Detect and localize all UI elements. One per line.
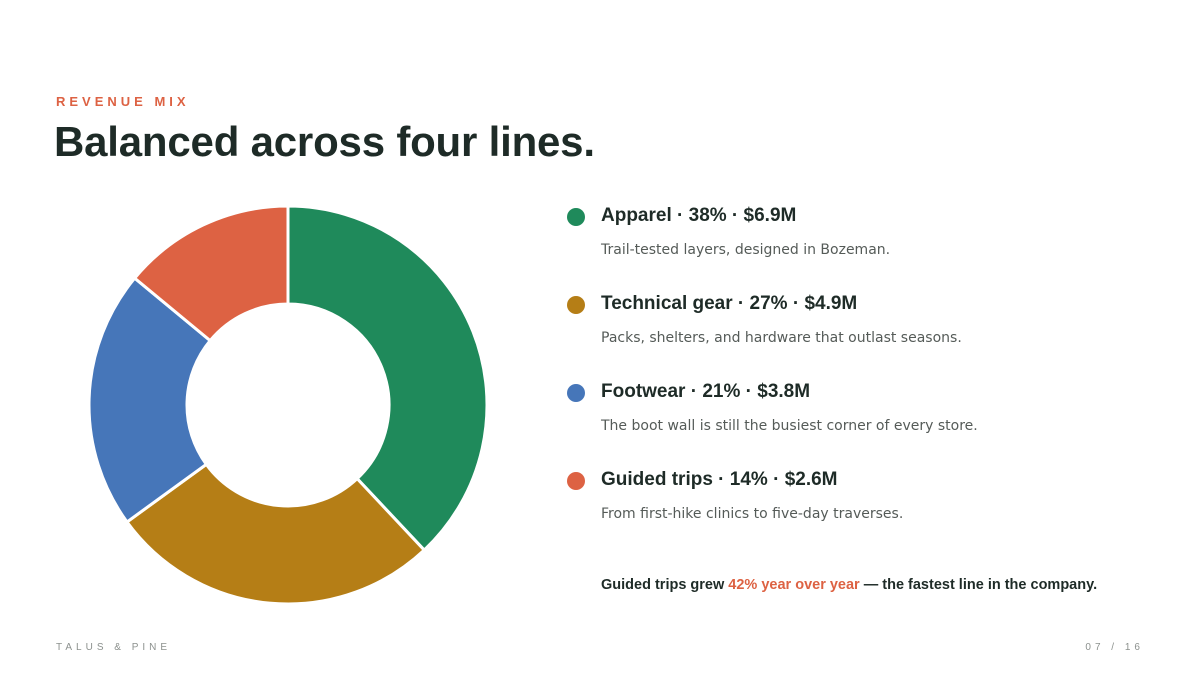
callout-suffix: — the fastest line in the company. (859, 577, 1098, 593)
legend-item-technical-gear: Technical gear · 27% · $4.9M Packs, shel… (567, 292, 1167, 380)
legend-label-technical-gear: Technical gear · 27% · $4.9M (601, 293, 858, 314)
legend-desc-apparel: Trail-tested layers, designed in Bozeman… (601, 242, 891, 258)
donut-chart (88, 205, 488, 605)
legend-desc-footwear: The boot wall is still the busiest corne… (601, 418, 978, 434)
legend-item-footwear: Footwear · 21% · $3.8M The boot wall is … (567, 380, 1167, 468)
callout-prefix: Guided trips grew (601, 577, 729, 593)
donut-slice-technical-gear (124, 462, 427, 605)
slide-title: Balanced across four lines. (54, 118, 595, 165)
legend-label-apparel: Apparel · 38% · $6.9M (601, 205, 797, 226)
legend-dot-guided-trips (567, 472, 585, 490)
footer-brand: TALUS & PINE (56, 642, 172, 653)
callout-highlight: 42% year over year (728, 577, 860, 593)
growth-callout: Guided trips grew 42% year over year — t… (601, 577, 1097, 593)
legend: Apparel · 38% · $6.9M Trail-tested layer… (567, 204, 1167, 556)
legend-item-guided-trips: Guided trips · 14% · $2.6M From first-hi… (567, 468, 1167, 556)
legend-item-apparel: Apparel · 38% · $6.9M Trail-tested layer… (567, 204, 1167, 292)
donut-slice-footwear (88, 276, 213, 525)
legend-desc-guided-trips: From first-hike clinics to five-day trav… (601, 506, 904, 522)
legend-label-guided-trips: Guided trips · 14% · $2.6M (601, 469, 838, 490)
section-eyebrow: REVENUE MIX (56, 94, 190, 109)
donut-slice-guided-trips (132, 205, 290, 343)
legend-dot-footwear (567, 384, 585, 402)
page-number: 07 / 16 (1085, 642, 1144, 653)
legend-label-footwear: Footwear · 21% · $3.8M (601, 381, 811, 402)
legend-dot-technical-gear (567, 296, 585, 314)
legend-dot-apparel (567, 208, 585, 226)
donut-slice-apparel (286, 205, 488, 553)
legend-desc-technical-gear: Packs, shelters, and hardware that outla… (601, 330, 962, 346)
